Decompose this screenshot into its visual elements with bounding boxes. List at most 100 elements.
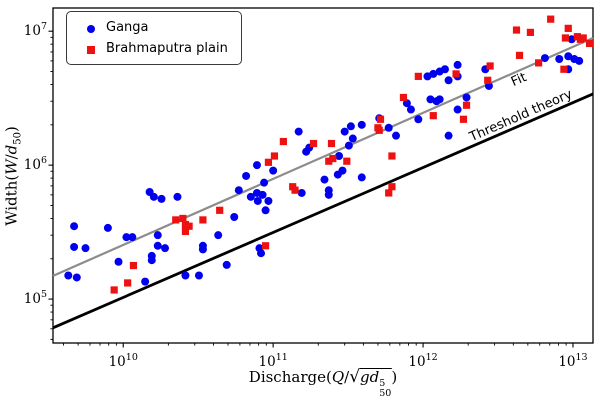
data-point-ganga	[440, 65, 449, 74]
data-point-brahmaputra	[179, 214, 187, 223]
data-point-ganga	[444, 76, 453, 85]
data-point-brahmaputra	[291, 186, 299, 194]
data-point-brahmaputra	[181, 220, 190, 229]
data-point-ganga	[348, 134, 357, 143]
data-point-ganga	[453, 60, 462, 69]
ylabel-prefix: Width(	[2, 174, 21, 226]
data-point-ganga	[333, 170, 342, 179]
data-point-brahmaputra	[560, 65, 568, 73]
data-point-brahmaputra	[343, 157, 351, 165]
data-point-ganga	[181, 271, 190, 280]
data-point-ganga	[384, 123, 393, 132]
data-point-brahmaputra	[124, 279, 132, 287]
data-point-ganga	[575, 56, 584, 65]
data-point-ganga	[70, 222, 79, 231]
data-point-brahmaputra	[585, 39, 594, 48]
data-point-ganga	[255, 244, 264, 253]
data-point-ganga	[392, 131, 401, 140]
line-fit	[52, 36, 594, 277]
data-point-ganga	[242, 171, 251, 180]
data-point-ganga	[555, 55, 564, 64]
y-axis-label: Width(W/d50)	[3, 126, 24, 226]
data-point-ganga	[161, 244, 170, 253]
legend: Ganga Brahmaputra plain	[66, 11, 242, 65]
data-point-brahmaputra	[547, 15, 555, 23]
xlabel-supsub: 5 50	[379, 379, 391, 398]
data-point-ganga	[344, 141, 353, 150]
data-point-ganga	[426, 95, 435, 104]
data-point-ganga	[153, 241, 162, 250]
data-point-ganga	[234, 186, 243, 195]
y-tick-label: 107	[24, 21, 47, 39]
data-point-ganga	[297, 188, 306, 197]
data-point-ganga	[103, 223, 112, 232]
data-point-brahmaputra	[181, 227, 190, 236]
data-point-ganga	[147, 256, 156, 265]
data-point-ganga	[462, 93, 471, 102]
data-point-brahmaputra	[388, 183, 396, 191]
data-point-brahmaputra	[376, 115, 385, 123]
data-point-brahmaputra	[388, 152, 396, 160]
data-point-brahmaputra	[484, 76, 492, 84]
ganga-circle-icon	[76, 18, 106, 37]
ylabel-suffix: )	[2, 126, 21, 132]
data-point-brahmaputra	[399, 93, 408, 102]
data-point-ganga	[402, 99, 411, 108]
data-point-ganga	[246, 192, 255, 201]
data-point-brahmaputra	[414, 72, 422, 80]
data-point-ganga	[260, 178, 269, 187]
data-point-brahmaputra	[279, 137, 287, 146]
ylabel-w: W	[2, 159, 21, 175]
legend-label-brahmaputra: Brahmaputra plain	[106, 41, 228, 56]
legend-item-ganga: Ganga	[76, 17, 228, 38]
data-point-brahmaputra	[512, 26, 521, 34]
data-point-ganga	[269, 166, 278, 175]
x-tick-label: 1013	[558, 352, 587, 370]
data-point-brahmaputra	[110, 286, 118, 294]
data-point-ganga	[357, 173, 366, 182]
data-point-ganga	[157, 194, 166, 203]
data-point-brahmaputra	[579, 34, 587, 42]
data-point-ganga	[122, 233, 131, 242]
data-point-brahmaputra	[526, 28, 535, 36]
data-point-ganga	[324, 190, 333, 199]
data-point-ganga	[429, 69, 438, 78]
data-point-brahmaputra	[185, 222, 193, 230]
data-point-brahmaputra	[452, 70, 460, 78]
data-point-ganga	[264, 196, 273, 205]
data-point-brahmaputra	[216, 206, 224, 214]
data-point-ganga	[406, 105, 415, 114]
data-point-ganga	[141, 277, 150, 286]
data-point-brahmaputra	[462, 101, 471, 109]
y-tick-label: 105	[24, 289, 47, 307]
data-point-ganga	[540, 54, 549, 63]
xlabel-sub: 50	[379, 387, 392, 399]
data-point-ganga	[230, 213, 239, 222]
data-point-brahmaputra	[459, 115, 468, 123]
data-point-ganga	[567, 35, 576, 44]
data-point-brahmaputra	[385, 189, 393, 197]
data-point-brahmaputra	[515, 51, 524, 59]
data-point-ganga	[64, 271, 73, 280]
data-point-ganga	[335, 152, 344, 161]
data-point-ganga	[114, 257, 123, 266]
data-point-ganga	[173, 192, 182, 201]
xlabel-q: Q	[331, 368, 345, 386]
data-point-ganga	[294, 127, 303, 136]
ylabel-sub: 50	[12, 131, 24, 145]
data-point-ganga	[261, 206, 270, 215]
data-point-brahmaputra	[199, 216, 207, 224]
data-point-ganga	[564, 52, 573, 61]
data-point-brahmaputra	[329, 154, 337, 163]
brahmaputra-square-icon	[76, 39, 106, 58]
x-axis-label: Discharge(Q/√gd 5 50)	[249, 367, 397, 398]
y-tick-label: 106	[24, 155, 47, 173]
data-point-ganga	[153, 231, 162, 240]
data-point-ganga	[253, 196, 262, 205]
data-point-ganga	[357, 120, 366, 129]
data-point-brahmaputra	[429, 112, 437, 120]
data-point-brahmaputra	[327, 139, 336, 148]
data-point-ganga	[414, 115, 423, 124]
data-point-brahmaputra	[486, 62, 494, 70]
